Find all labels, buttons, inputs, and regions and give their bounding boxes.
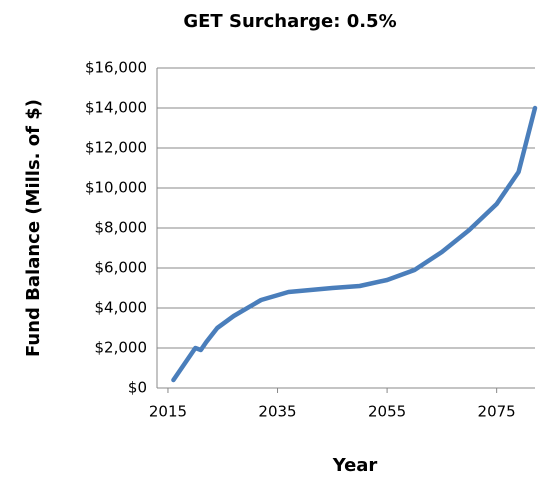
x-tick-label: 2035 [258, 403, 296, 421]
y-tick-label: $10,000 [85, 179, 147, 197]
chart-title: GET Surcharge: 0.5% [183, 11, 396, 32]
y-tick-label: $8,000 [95, 219, 148, 237]
y-tick-label: $14,000 [85, 99, 147, 117]
x-axis-title: Year [332, 455, 378, 476]
y-tick-label: $12,000 [85, 139, 147, 157]
x-tick-label: 2075 [478, 403, 516, 421]
data-line [171, 105, 538, 383]
y-tick-label: $4,000 [95, 299, 148, 317]
x-tick-label: 2055 [368, 403, 406, 421]
y-tick-label: $0 [128, 379, 147, 397]
y-axis-title: Fund Balance (Mills. of $) [23, 99, 44, 357]
y-tick-label: $16,000 [85, 59, 147, 77]
y-tick-label: $2,000 [95, 339, 148, 357]
x-tick-label: 2015 [149, 403, 187, 421]
y-tick-label: $6,000 [95, 259, 148, 277]
